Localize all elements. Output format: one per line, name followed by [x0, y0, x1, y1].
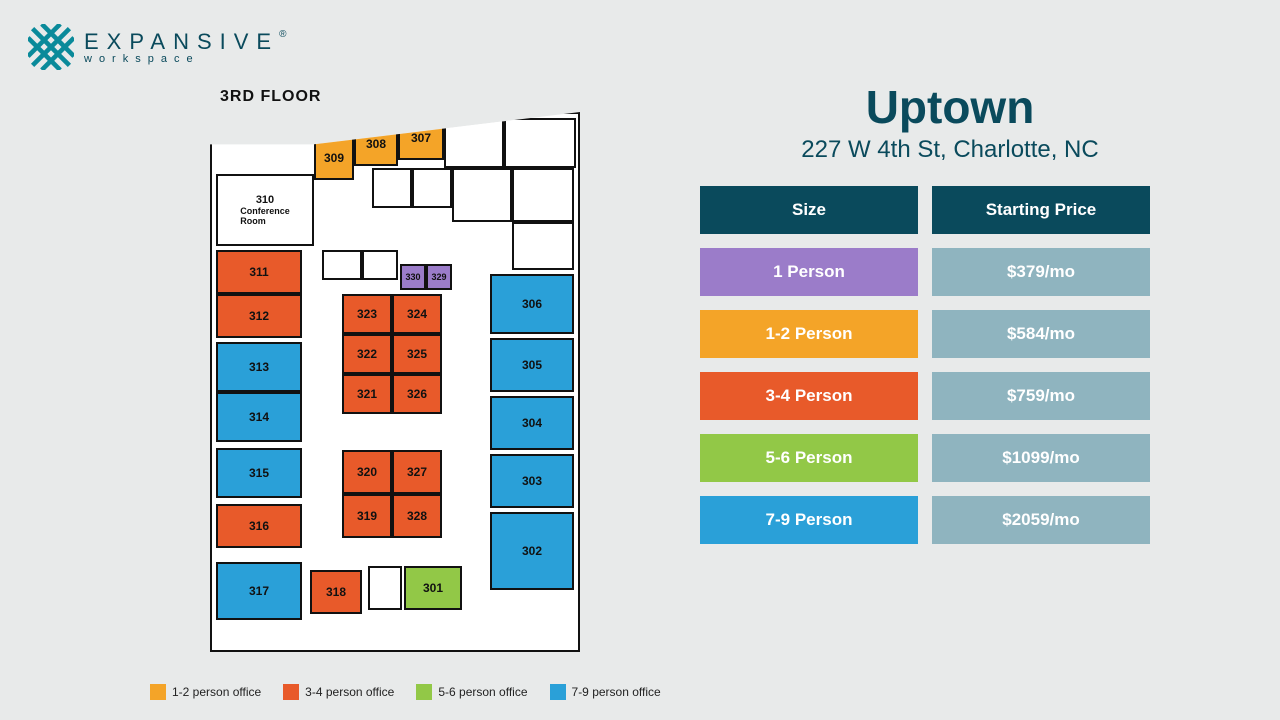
pricing-price-cell: $379/mo	[932, 248, 1150, 296]
room-311: 311	[216, 250, 302, 294]
room-318: 318	[310, 570, 362, 614]
room-310: 310ConferenceRoom	[216, 174, 314, 246]
room-301: 301	[404, 566, 462, 610]
room-316: 316	[216, 504, 302, 548]
room-317: 317	[216, 562, 302, 620]
brand-word: EXPANSIVE	[84, 29, 279, 54]
room-324: 324	[392, 294, 442, 334]
pricing-size-cell: 3-4 Person	[700, 372, 918, 420]
room-304: 304	[490, 396, 574, 450]
legend-label: 7-9 person office	[572, 685, 661, 699]
legend-swatch-icon	[416, 684, 432, 700]
room-315: 315	[216, 448, 302, 498]
room-misc	[412, 168, 452, 208]
brand-logo: EXPANSIVE® workspace	[28, 24, 286, 70]
room-307: 307	[398, 116, 444, 160]
legend-label: 5-6 person office	[438, 685, 527, 699]
brand-subword: workspace	[84, 53, 286, 65]
location-address: 227 W 4th St, Charlotte, NC	[700, 136, 1200, 164]
room-306: 306	[490, 274, 574, 334]
room-misc	[362, 250, 398, 280]
legend-swatch-icon	[150, 684, 166, 700]
room-329: 329	[426, 264, 452, 290]
room-327: 327	[392, 450, 442, 494]
legend-item: 5-6 person office	[416, 684, 527, 700]
pricing-row: 7-9 Person $2059/mo	[700, 496, 1150, 544]
pricing-size-cell: 7-9 Person	[700, 496, 918, 544]
room-323: 323	[342, 294, 392, 334]
room-320: 320	[342, 450, 392, 494]
pricing-row: 3-4 Person $759/mo	[700, 372, 1150, 420]
room-319: 319	[342, 494, 392, 538]
room-328: 328	[392, 494, 442, 538]
pricing-header-price: Starting Price	[932, 186, 1150, 234]
location-block: Uptown 227 W 4th St, Charlotte, NC	[700, 80, 1200, 164]
room-303: 303	[490, 454, 574, 508]
room-313: 313	[216, 342, 302, 392]
pricing-table: Size Starting Price 1 Person $379/mo 1-2 P…	[700, 186, 1150, 558]
room-326: 326	[392, 374, 442, 414]
legend-swatch-icon	[283, 684, 299, 700]
room-misc	[322, 250, 362, 280]
room-308: 308	[354, 122, 398, 166]
floor-plan: 310ConferenceRoom309308307 311312313314 31…	[210, 112, 580, 652]
legend-swatch-icon	[550, 684, 566, 700]
pricing-price-cell: $2059/mo	[932, 496, 1150, 544]
room-misc	[512, 168, 574, 222]
legend: 1-2 person office 3-4 person office 5-6 pe…	[150, 684, 661, 700]
brand-mark-icon	[28, 24, 74, 70]
legend-item: 7-9 person office	[550, 684, 661, 700]
pricing-header-size: Size	[700, 186, 918, 234]
room-misc	[452, 168, 512, 222]
floor-label: 3RD FLOOR	[220, 88, 321, 106]
pricing-price-cell: $584/mo	[932, 310, 1150, 358]
legend-label: 1-2 person office	[172, 685, 261, 699]
pricing-size-cell: 5-6 Person	[700, 434, 918, 482]
pricing-size-cell: 1 Person	[700, 248, 918, 296]
legend-label: 3-4 person office	[305, 685, 394, 699]
pricing-row: 1-2 Person $584/mo	[700, 310, 1150, 358]
room-321: 321	[342, 374, 392, 414]
room-misc	[368, 566, 402, 610]
room-330: 330	[400, 264, 426, 290]
room-misc	[372, 168, 412, 208]
room-302: 302	[490, 512, 574, 590]
pricing-header-row: Size Starting Price	[700, 186, 1150, 234]
pricing-price-cell: $759/mo	[932, 372, 1150, 420]
pricing-row: 5-6 Person $1099/mo	[700, 434, 1150, 482]
pricing-size-cell: 1-2 Person	[700, 310, 918, 358]
room-misc	[444, 118, 504, 168]
room-312: 312	[216, 294, 302, 338]
room-322: 322	[342, 334, 392, 374]
room-325: 325	[392, 334, 442, 374]
location-title: Uptown	[700, 80, 1200, 134]
room-314: 314	[216, 392, 302, 442]
pricing-price-cell: $1099/mo	[932, 434, 1150, 482]
room-305: 305	[490, 338, 574, 392]
room-misc	[512, 222, 574, 270]
legend-item: 1-2 person office	[150, 684, 261, 700]
legend-item: 3-4 person office	[283, 684, 394, 700]
room-309: 309	[314, 136, 354, 180]
room-misc	[504, 118, 576, 168]
pricing-row: 1 Person $379/mo	[700, 248, 1150, 296]
